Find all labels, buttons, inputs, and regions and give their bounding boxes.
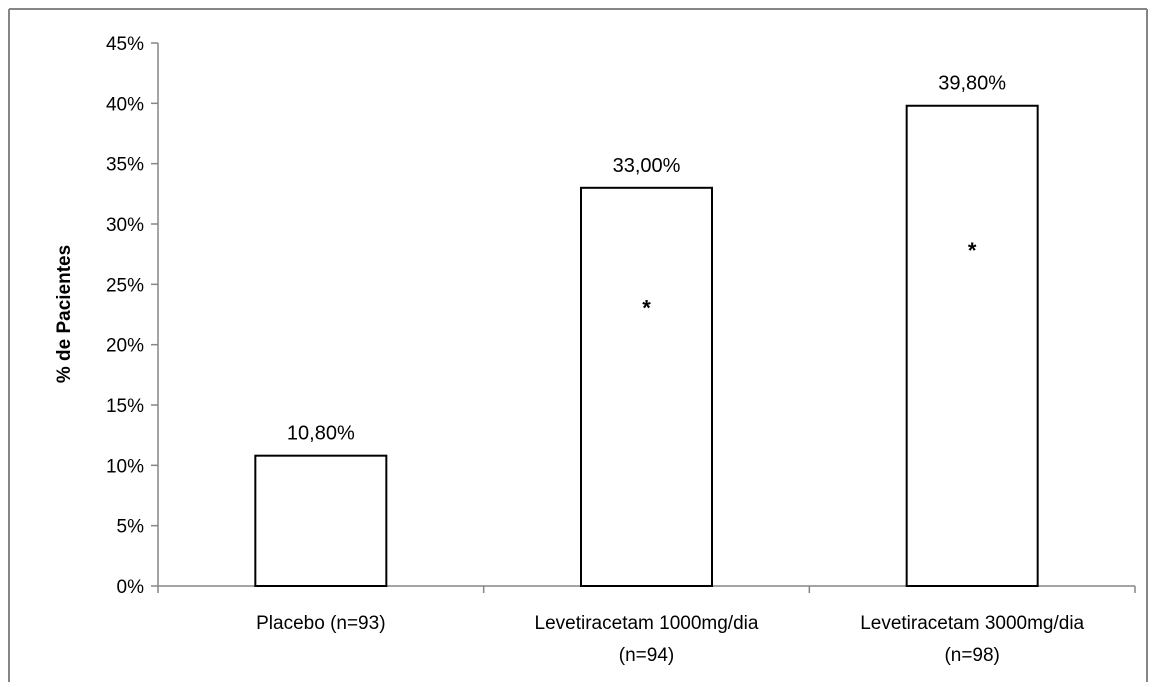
category-label: Levetiracetam 1000mg/dia xyxy=(535,613,759,634)
data-label: 39,80% xyxy=(938,73,1006,95)
y-tick-label: 25% xyxy=(106,275,144,296)
y-tick-label: 0% xyxy=(117,577,145,598)
category-label: (n=94) xyxy=(619,645,674,666)
y-axis-title: % de Pacientes xyxy=(54,245,75,383)
category-label: (n=98) xyxy=(944,645,999,666)
significance-marker: * xyxy=(968,238,977,263)
y-tick-label: 5% xyxy=(117,517,145,538)
category-label: Placebo (n=93) xyxy=(256,613,385,634)
y-tick-label: 45% xyxy=(106,34,144,55)
y-tick-label: 15% xyxy=(106,396,144,417)
y-tick-label: 40% xyxy=(106,94,144,115)
data-label: 33,00% xyxy=(613,155,681,177)
bar xyxy=(907,106,1038,586)
bar xyxy=(255,456,386,586)
y-tick-label: 10% xyxy=(106,456,144,477)
bar xyxy=(581,188,712,586)
bars xyxy=(255,106,1037,586)
data-label: 10,80% xyxy=(287,423,355,445)
category-label: Levetiracetam 3000mg/dia xyxy=(860,613,1084,634)
y-tick-label: 30% xyxy=(106,215,144,236)
y-tick-label: 35% xyxy=(106,155,144,176)
y-tick-label: 20% xyxy=(106,336,144,357)
significance-marker: * xyxy=(642,295,651,320)
